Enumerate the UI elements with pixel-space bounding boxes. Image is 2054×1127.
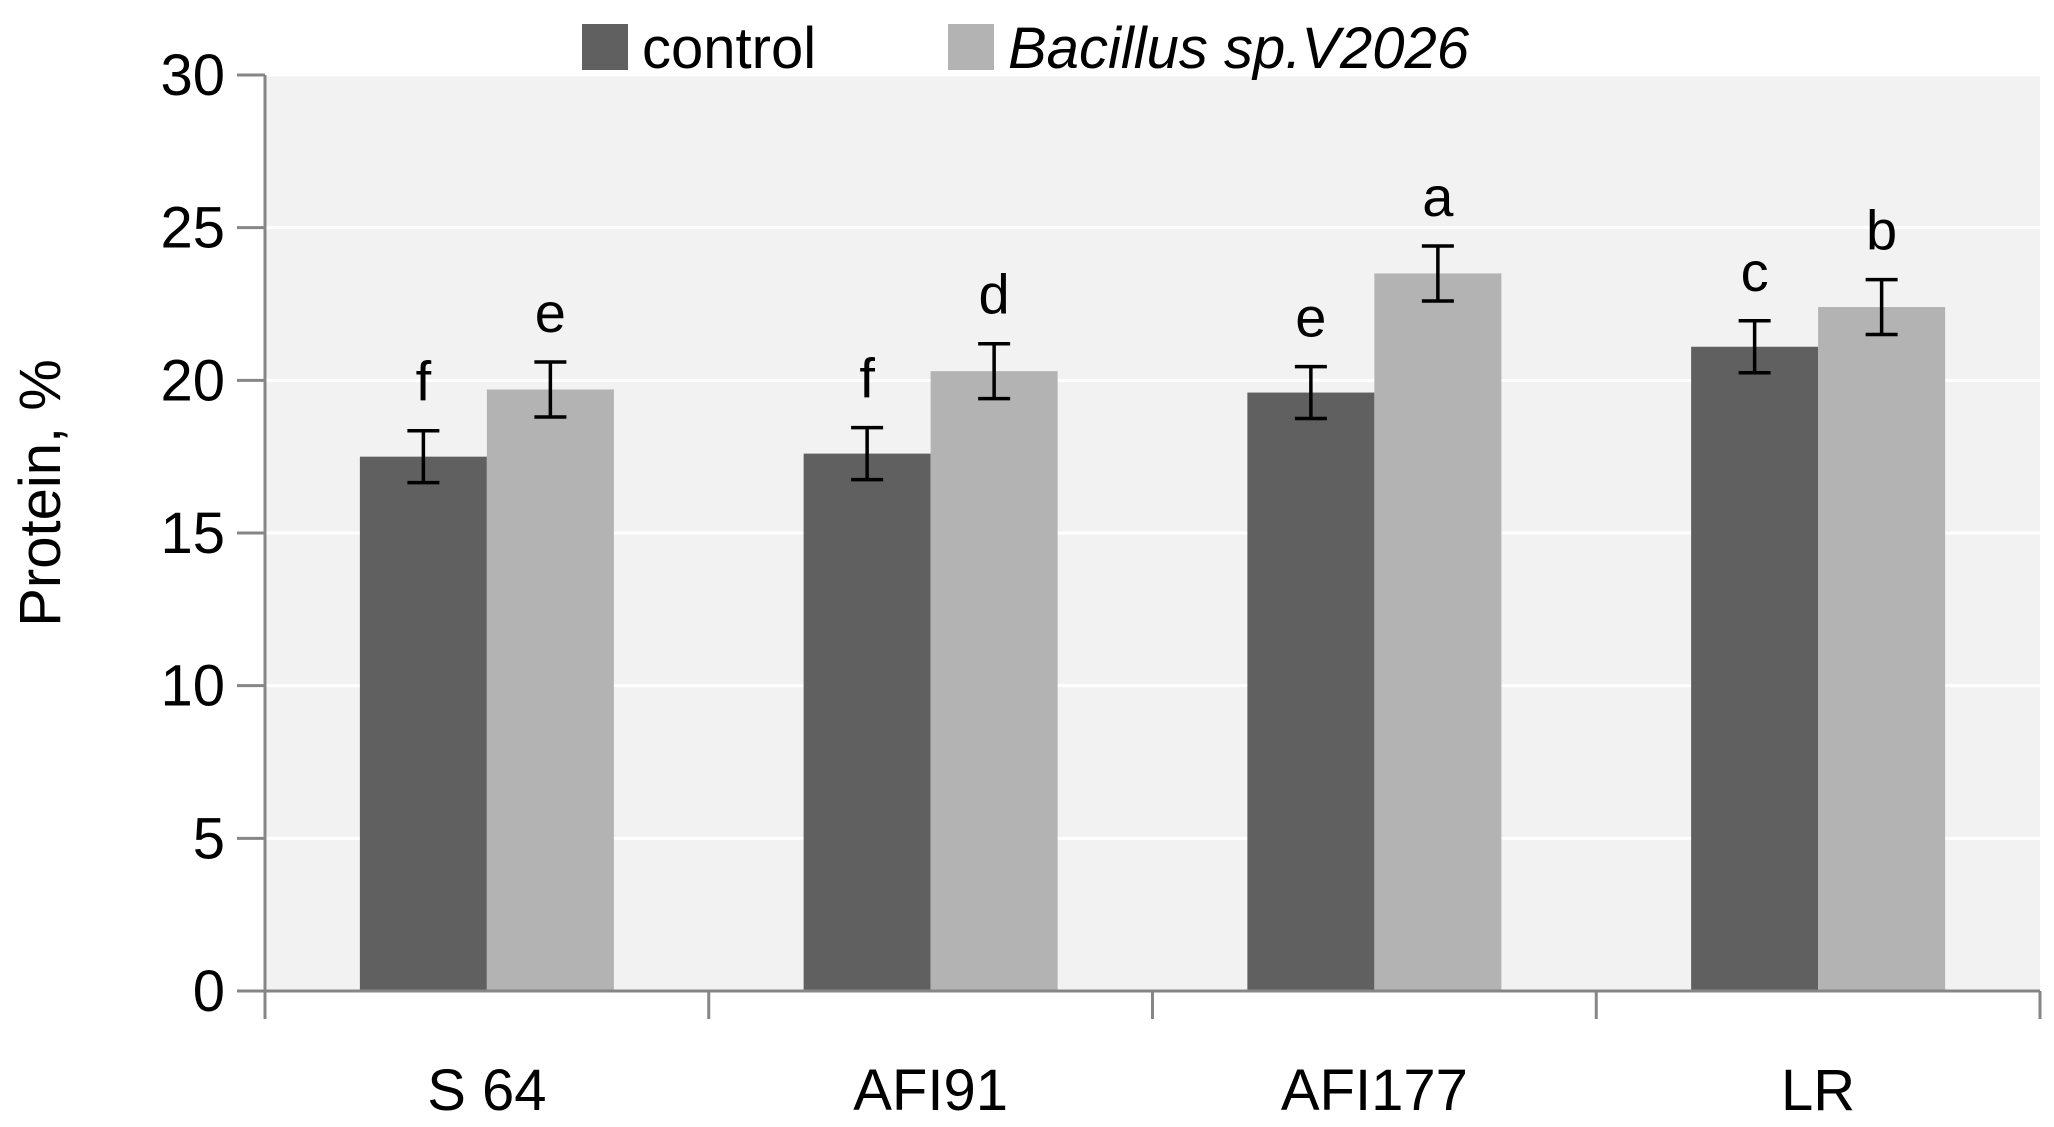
bar-bacillus-0 xyxy=(486,389,614,991)
significance-label-0-2: e xyxy=(1295,286,1326,349)
error-bar-1-1 xyxy=(978,341,1011,401)
bar-group xyxy=(359,273,1946,992)
significance-label-1-0: e xyxy=(535,281,566,344)
x-category-label-1: AFI91 xyxy=(853,1058,1008,1123)
significance-label-0-0: f xyxy=(416,350,432,413)
x-category-label-2: AFI177 xyxy=(1281,1058,1468,1123)
legend-swatch-1 xyxy=(948,24,994,70)
legend-label-1: Bacillus sp.V2026 xyxy=(1008,16,1470,81)
significance-label-0-1: f xyxy=(859,347,875,410)
significance-label-1-1: d xyxy=(979,263,1010,326)
bar-control-2 xyxy=(1247,392,1375,992)
error-bar-0-1 xyxy=(851,425,884,482)
x-category-label-0: S 64 xyxy=(427,1058,546,1123)
error-bar-1-0 xyxy=(534,360,567,419)
y-tick-labels: 0 5 10 15 20 25 30 xyxy=(160,43,225,1024)
x-category-label-3: LR xyxy=(1781,1058,1855,1123)
error-bar-0-2 xyxy=(1294,364,1327,421)
y-tick-label-3: 15 xyxy=(160,501,225,566)
y-tick-label-6: 30 xyxy=(160,43,225,108)
significance-labels: f f e c e d a b xyxy=(416,165,1898,413)
legend: control Bacillus sp.V2026 xyxy=(582,16,1470,81)
y-tick-label-1: 5 xyxy=(193,806,225,871)
axes xyxy=(237,73,2042,1019)
bar-bacillus-1 xyxy=(930,371,1058,991)
y-tick-label-5: 25 xyxy=(160,196,225,261)
error-bar-1-2 xyxy=(1421,244,1454,303)
error-bar-group xyxy=(407,244,1898,485)
error-bar-1-3 xyxy=(1865,277,1898,337)
legend-swatch-0 xyxy=(582,24,628,70)
significance-label-1-3: b xyxy=(1866,199,1897,262)
significance-label-1-2: a xyxy=(1422,165,1454,228)
y-tick-label-2: 10 xyxy=(160,654,225,719)
bar-control-0 xyxy=(359,456,487,992)
bar-control-3 xyxy=(1691,346,1819,991)
y-tick-label-0: 0 xyxy=(193,959,225,1024)
x-category-labels: S 64 AFI91 AFI177 LR xyxy=(427,1058,1855,1123)
significance-label-0-3: c xyxy=(1741,240,1769,303)
error-bar-0-0 xyxy=(407,428,440,485)
bar-bacillus-3 xyxy=(1818,307,1946,991)
legend-label-0: control xyxy=(642,16,816,81)
y-axis-title: Protein, % xyxy=(8,359,73,627)
error-bar-0-3 xyxy=(1738,319,1771,375)
y-tick-label-4: 20 xyxy=(160,348,225,413)
bar-bacillus-2 xyxy=(1374,273,1502,991)
bar-control-1 xyxy=(803,453,931,991)
